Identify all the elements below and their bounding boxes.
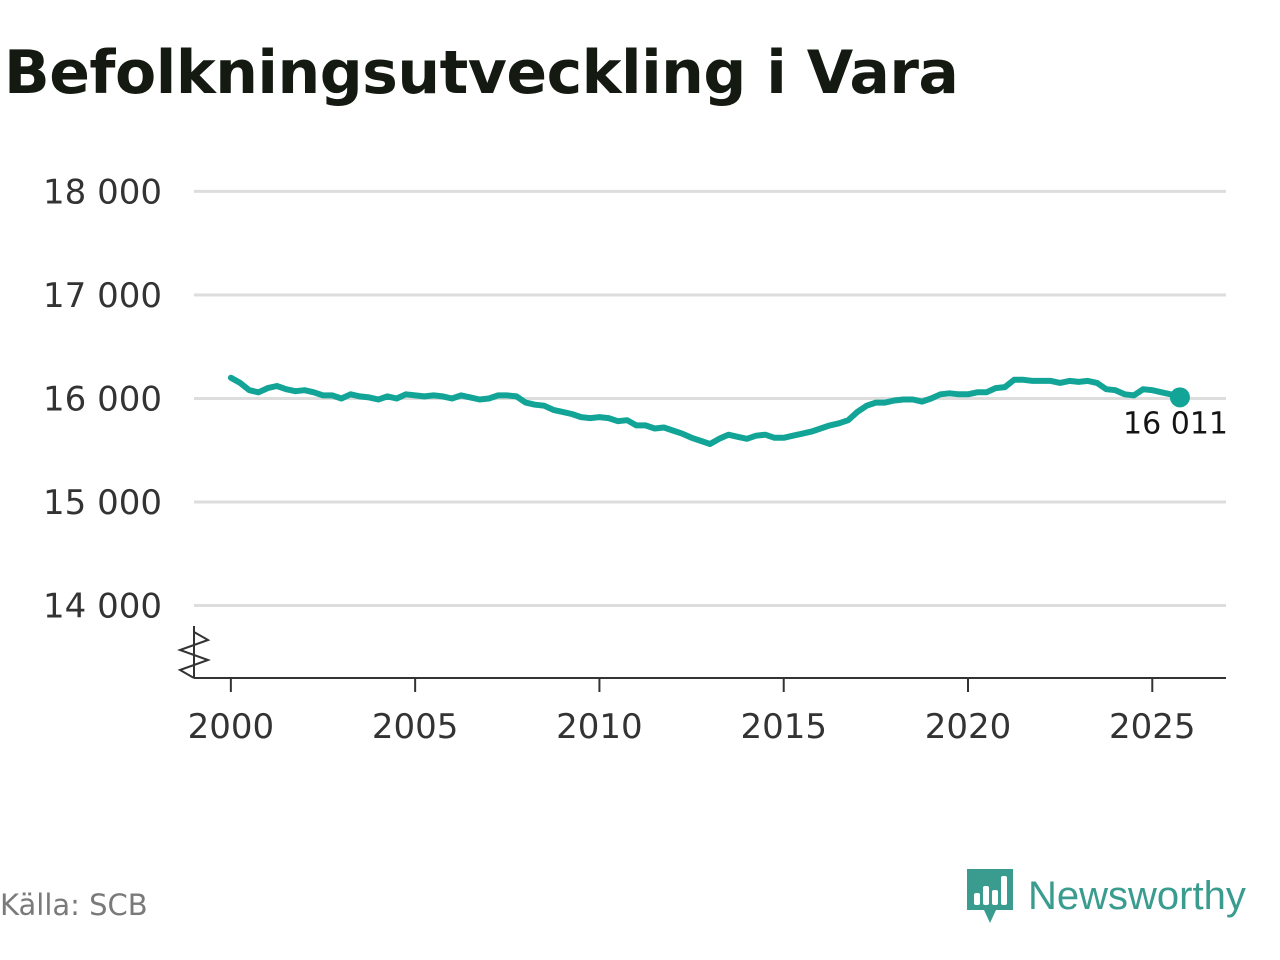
- x-tick-label: 2020: [925, 707, 1012, 747]
- y-tick-label: 17 000: [43, 276, 162, 316]
- y-tick-label: 14 000: [43, 587, 162, 627]
- x-tick-label: 2000: [188, 707, 275, 747]
- x-tick-label: 2015: [740, 707, 827, 747]
- x-tick-label: 2010: [556, 707, 643, 747]
- y-tick-label: 15 000: [43, 483, 162, 523]
- page-title: Befolkningsutveckling i Vara: [4, 38, 959, 108]
- zigzag-break-icon: [177, 626, 211, 679]
- brand[interactable]: Newsworthy: [964, 864, 1246, 928]
- labels: 14 000 15 000 16 000 17 000 18 000 2000 2005 20…: [43, 172, 1228, 747]
- series-line: [227, 374, 1183, 447]
- axes: [177, 626, 1226, 692]
- end-value-label: 16 011: [1123, 406, 1228, 441]
- end-point-marker: [1169, 387, 1190, 408]
- x-tick-label: 2005: [372, 707, 459, 747]
- y-tick-label: 18 000: [43, 172, 162, 212]
- gridlines: [194, 189, 1226, 608]
- y-tick-label: 16 000: [43, 379, 162, 419]
- x-tick-label: 2025: [1109, 707, 1196, 747]
- series-layer: [227, 374, 1190, 447]
- brand-name: Newsworthy: [1028, 873, 1246, 918]
- newsworthy-logo-icon: [967, 869, 1013, 923]
- source-note: Källa: SCB: [0, 888, 148, 922]
